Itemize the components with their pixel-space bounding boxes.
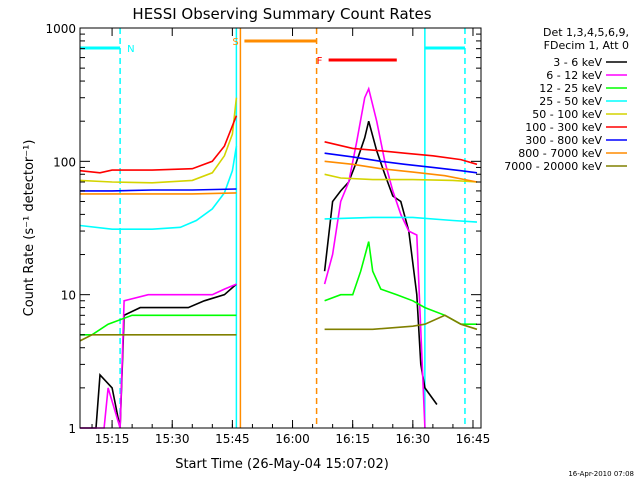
plot-frame xyxy=(79,27,482,429)
series-line-5-seg-0 xyxy=(79,115,238,174)
x-tick-label-1: 15:30 xyxy=(155,432,190,446)
series-line-6-seg-1 xyxy=(324,152,478,174)
legend-label-6: 300 - 800 keV xyxy=(525,134,602,147)
chart-title: HESSI Observing Summary Count Rates xyxy=(132,5,431,23)
series-line-2-seg-0 xyxy=(80,314,237,336)
flag-bars: N S F xyxy=(80,37,465,67)
legend-label-8: 7000 - 20000 keV xyxy=(504,160,602,173)
x-tick-label-3: 16:00 xyxy=(275,432,310,446)
series-line-7-seg-1 xyxy=(324,160,478,183)
legend: Det 1,3,4,5,6,9,FDecim 1, Att 0 3 - 6 keV… xyxy=(504,26,629,173)
series-line-1-seg-0 xyxy=(80,283,237,429)
flag-label-f: F xyxy=(317,56,323,67)
legend-label-7: 800 - 7000 keV xyxy=(518,147,602,160)
legend-header-1: FDecim 1, Att 0 xyxy=(544,39,629,52)
series-line-0-seg-0 xyxy=(80,283,237,429)
series-line-4-seg-1 xyxy=(324,173,478,183)
y-tick-label-2: 100 xyxy=(53,155,76,169)
legend-header-0: Det 1,3,4,5,6,9, xyxy=(543,26,629,39)
y-axis-label: Count Rate (s⁻¹ detector⁻¹) xyxy=(22,140,37,317)
footer-timestamp: 16-Apr-2010 07:08 xyxy=(568,470,634,478)
legend-label-2: 12 - 25 keV xyxy=(539,82,602,95)
series-line-6-seg-0 xyxy=(80,188,237,192)
series-line-8-seg-1 xyxy=(324,314,478,331)
flag-label-s: S xyxy=(232,37,238,48)
series-line-4-seg-0 xyxy=(79,97,238,184)
x-axis-label: Start Time (26-May-04 15:07:02) xyxy=(175,457,389,472)
series-line-2-seg-1 xyxy=(324,241,477,326)
axes: 15:15 15:30 15:45 16:00 16:15 16:30 16:45 1 10 10… xyxy=(45,22,490,446)
legend-label-1: 6 - 12 keV xyxy=(546,69,602,82)
y-tick-label-3: 1000 xyxy=(45,22,76,36)
series-line-8-seg-0 xyxy=(79,333,237,342)
y-tick-label-1: 10 xyxy=(61,289,76,303)
flag-label-n: N xyxy=(127,44,134,55)
x-tick-label-5: 16:30 xyxy=(396,432,431,446)
legend-label-3: 25 - 50 keV xyxy=(539,95,602,108)
series-line-3-seg-1 xyxy=(324,216,478,223)
x-tick-label-6: 16:45 xyxy=(456,432,491,446)
legend-label-5: 100 - 300 keV xyxy=(525,121,602,134)
vertical-markers xyxy=(119,28,466,428)
x-tick-label-4: 16:15 xyxy=(335,432,370,446)
y-tick-label-0: 1 xyxy=(68,422,76,436)
legend-label-0: 3 - 6 keV xyxy=(553,56,602,69)
series-lines xyxy=(79,86,478,429)
series-line-3-seg-0 xyxy=(79,145,238,230)
x-tick-label-0: 15:15 xyxy=(95,432,130,446)
series-line-1-seg-1 xyxy=(323,86,426,429)
series-line-7-seg-0 xyxy=(80,192,237,195)
x-tick-label-2: 15:45 xyxy=(215,432,250,446)
series-line-0-seg-1 xyxy=(323,120,438,405)
series-line-5-seg-1 xyxy=(324,141,478,166)
legend-label-4: 50 - 100 keV xyxy=(532,108,602,121)
